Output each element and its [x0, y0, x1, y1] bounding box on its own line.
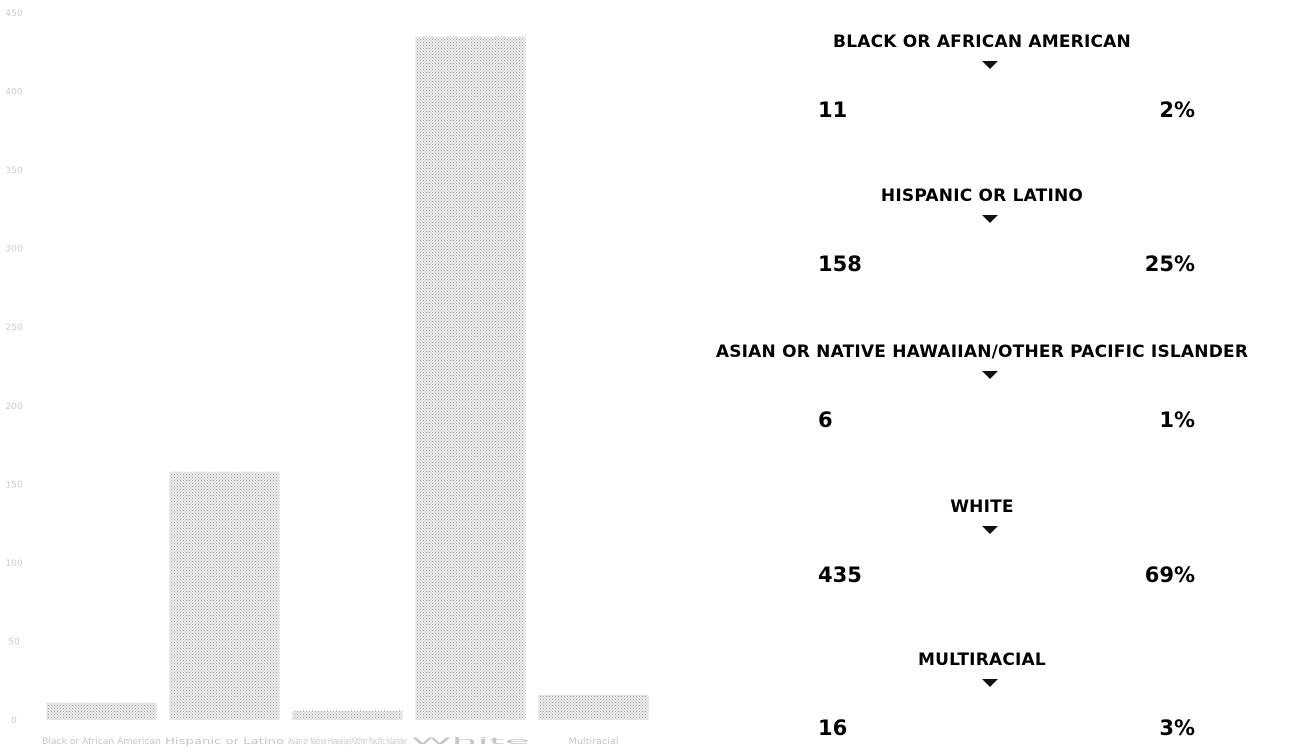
caret-down-icon: [982, 526, 998, 534]
group-label: MULTIRACIAL: [918, 650, 1046, 670]
bar: [169, 471, 280, 720]
group-percent: 2%: [1159, 98, 1195, 122]
bar: [292, 710, 403, 720]
group-count: 11: [818, 98, 848, 122]
y-tick-label: 350: [5, 166, 22, 176]
y-tick-label: 0: [11, 716, 17, 726]
y-tick-label: 400: [5, 88, 22, 98]
group-percent: 69%: [1144, 563, 1195, 587]
x-category-label: Black or African American: [42, 737, 161, 747]
x-category-label: Multiracial: [569, 737, 619, 747]
group-count: 6: [818, 408, 833, 432]
y-tick-label: 250: [5, 323, 22, 333]
y-tick-label: 100: [5, 559, 22, 569]
group-percent: 1%: [1159, 408, 1195, 432]
y-tick-label: 450: [5, 9, 22, 19]
group-label: ASIAN OR NATIVE HAWAIIAN/OTHER PACIFIC I…: [715, 342, 1249, 362]
group-label: HISPANIC OR LATINO: [880, 186, 1084, 206]
x-category-label: White: [411, 737, 532, 747]
y-tick-label: 150: [5, 480, 22, 490]
caret-down-icon: [982, 215, 998, 223]
bar: [538, 694, 649, 720]
caret-down-icon: [982, 61, 998, 69]
group-percent: 25%: [1144, 252, 1195, 276]
group-label: WHITE: [950, 497, 1014, 517]
x-category-label: Asian or Native Hawaiian/Other Pacific I…: [288, 737, 407, 747]
y-tick-label: 50: [8, 637, 20, 647]
caret-down-icon: [982, 679, 998, 687]
y-tick-label: 200: [5, 402, 22, 412]
caret-down-icon: [982, 371, 998, 379]
bar-chart: 0 50 100 150 200 250 300 350 400 450 Black or Afr…: [5, 9, 649, 747]
group-percent: 3%: [1159, 716, 1195, 740]
group-count: 435: [818, 563, 862, 587]
group-count: 158: [818, 252, 862, 276]
bar: [46, 702, 157, 720]
x-category-label: Hispanic or Latino: [165, 737, 285, 747]
group-count: 16: [818, 716, 848, 740]
bar: [415, 36, 526, 721]
y-tick-label: 300: [5, 245, 22, 255]
group-label: BLACK OR AFRICAN AMERICAN: [833, 32, 1131, 52]
